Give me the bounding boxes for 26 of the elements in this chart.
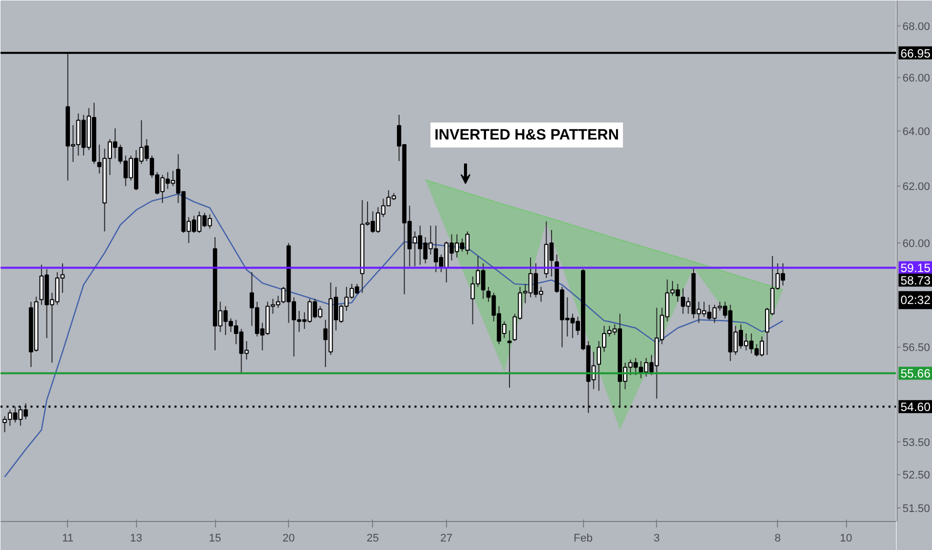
x-tick-label: 25 [366, 532, 379, 544]
y-tick-label: 68.00 [902, 20, 930, 33]
y-tick-label: 64.00 [902, 126, 930, 138]
x-tick-label: 20 [282, 532, 295, 544]
ref-line-label: 66.95 [900, 46, 931, 60]
ref-line-label: 54.60 [900, 400, 931, 414]
y-tick-label: 56.50 [902, 342, 930, 354]
x-tick-label: 15 [208, 532, 222, 544]
x-tick-label: 27 [440, 532, 453, 544]
text: 02:32 [900, 293, 931, 308]
x-tick-label: 8 [774, 532, 781, 544]
annotation: INVERTED H&S PATTERN [434, 126, 619, 144]
y-tick-label: 53.50 [902, 436, 930, 449]
y-tick-label: 52.50 [902, 470, 930, 482]
x-tick-label: 13 [130, 532, 142, 544]
y-tick-label: 66.00 [902, 72, 930, 85]
ref-line-label: 59.15 [900, 261, 931, 276]
y-tick-label: 51.50 [902, 502, 930, 515]
y-tick-label: 60.00 [902, 238, 930, 250]
text: 58.73 [900, 274, 931, 288]
x-tick-label: 3 [654, 532, 660, 544]
ref-line-label: 55.66 [900, 366, 931, 381]
x-tick-label: 11 [62, 532, 74, 544]
x-tick-label: Feb [574, 532, 593, 544]
y-tick-label: 62.00 [902, 181, 930, 194]
x-tick-label: 10 [840, 532, 852, 544]
